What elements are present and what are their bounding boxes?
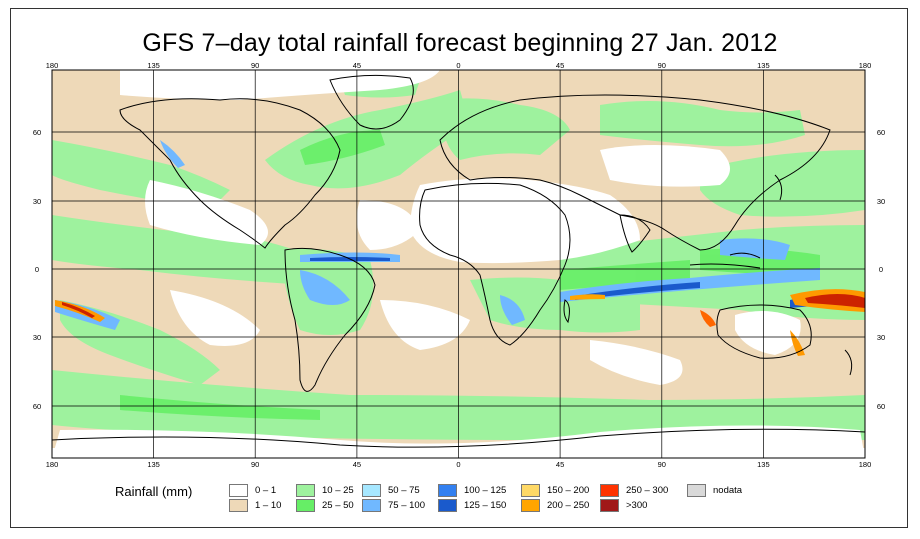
lat-label: 30 bbox=[33, 197, 41, 206]
lat-label: 30 bbox=[877, 197, 885, 206]
lat-labels-left: 60 30 0 30 60 bbox=[33, 128, 41, 411]
lat-label: 30 bbox=[877, 333, 885, 342]
page-title: GFS 7–day total rainfall forecast beginn… bbox=[142, 29, 778, 57]
lon-label: 90 bbox=[658, 460, 666, 469]
legend-label: 100 – 125 bbox=[464, 485, 507, 496]
legend-swatch bbox=[229, 484, 248, 497]
legend-label: 200 – 250 bbox=[547, 500, 590, 511]
lat-label: 30 bbox=[33, 333, 41, 342]
lat-label: 60 bbox=[33, 402, 41, 411]
legend-swatch bbox=[600, 499, 619, 512]
lon-label: 135 bbox=[757, 460, 770, 469]
lon-label: 45 bbox=[556, 61, 564, 70]
map-border bbox=[51, 69, 866, 459]
lon-label: 180 bbox=[46, 61, 59, 70]
legend-label: 75 – 100 bbox=[388, 500, 425, 511]
lon-label: 135 bbox=[147, 61, 160, 70]
graticule bbox=[52, 70, 865, 458]
lon-label: 45 bbox=[556, 460, 564, 469]
legend-swatch bbox=[362, 484, 381, 497]
rain-zone-green-dark bbox=[120, 130, 820, 420]
lon-label: 180 bbox=[859, 61, 872, 70]
rain-zone-extreme bbox=[55, 289, 865, 356]
lon-label: 135 bbox=[757, 61, 770, 70]
lon-label: 45 bbox=[353, 61, 361, 70]
lat-label: 60 bbox=[877, 402, 885, 411]
lat-label: 0 bbox=[879, 265, 883, 274]
lon-label: 90 bbox=[658, 61, 666, 70]
legend-title: Rainfall (mm) bbox=[115, 484, 193, 499]
lon-label: 0 bbox=[456, 460, 460, 469]
legend-swatch bbox=[438, 499, 457, 512]
lon-label: 180 bbox=[46, 460, 59, 469]
legend-label: 250 – 300 bbox=[626, 485, 669, 496]
lon-label: 45 bbox=[353, 460, 361, 469]
legend-label: 150 – 200 bbox=[547, 485, 590, 496]
legend-swatch bbox=[296, 499, 315, 512]
legend-label: 0 – 1 bbox=[255, 485, 277, 496]
legend-swatch bbox=[362, 499, 381, 512]
legend-label: 1 – 10 bbox=[255, 500, 282, 511]
legend-swatch bbox=[600, 484, 619, 497]
lon-label: 90 bbox=[251, 460, 259, 469]
legend-swatch bbox=[687, 484, 706, 497]
legend-label: 25 – 50 bbox=[322, 500, 354, 511]
legend-swatch bbox=[521, 484, 540, 497]
legend-label: 125 – 150 bbox=[464, 500, 507, 511]
lon-label: 135 bbox=[147, 460, 160, 469]
legend-label: >300 bbox=[626, 500, 648, 511]
legend-label: nodata bbox=[713, 485, 743, 496]
lon-label: 180 bbox=[859, 460, 872, 469]
lat-labels-right: 60 30 0 30 60 bbox=[877, 128, 885, 411]
lat-label: 60 bbox=[877, 128, 885, 137]
lon-label: 0 bbox=[456, 61, 460, 70]
legend-swatch bbox=[296, 484, 315, 497]
lon-labels-top: 180 135 90 45 0 45 90 135 180 bbox=[46, 61, 872, 70]
lon-label: 90 bbox=[251, 61, 259, 70]
lat-label: 60 bbox=[33, 128, 41, 137]
lon-labels-bottom: 180 135 90 45 0 45 90 135 180 bbox=[46, 460, 872, 469]
coastlines bbox=[52, 74, 865, 448]
legend-label: 10 – 25 bbox=[322, 485, 354, 496]
lat-label: 0 bbox=[35, 265, 39, 274]
legend-swatch bbox=[438, 484, 457, 497]
legend-swatch bbox=[521, 499, 540, 512]
legend-label: 50 – 75 bbox=[388, 485, 420, 496]
legend-swatch bbox=[229, 499, 248, 512]
